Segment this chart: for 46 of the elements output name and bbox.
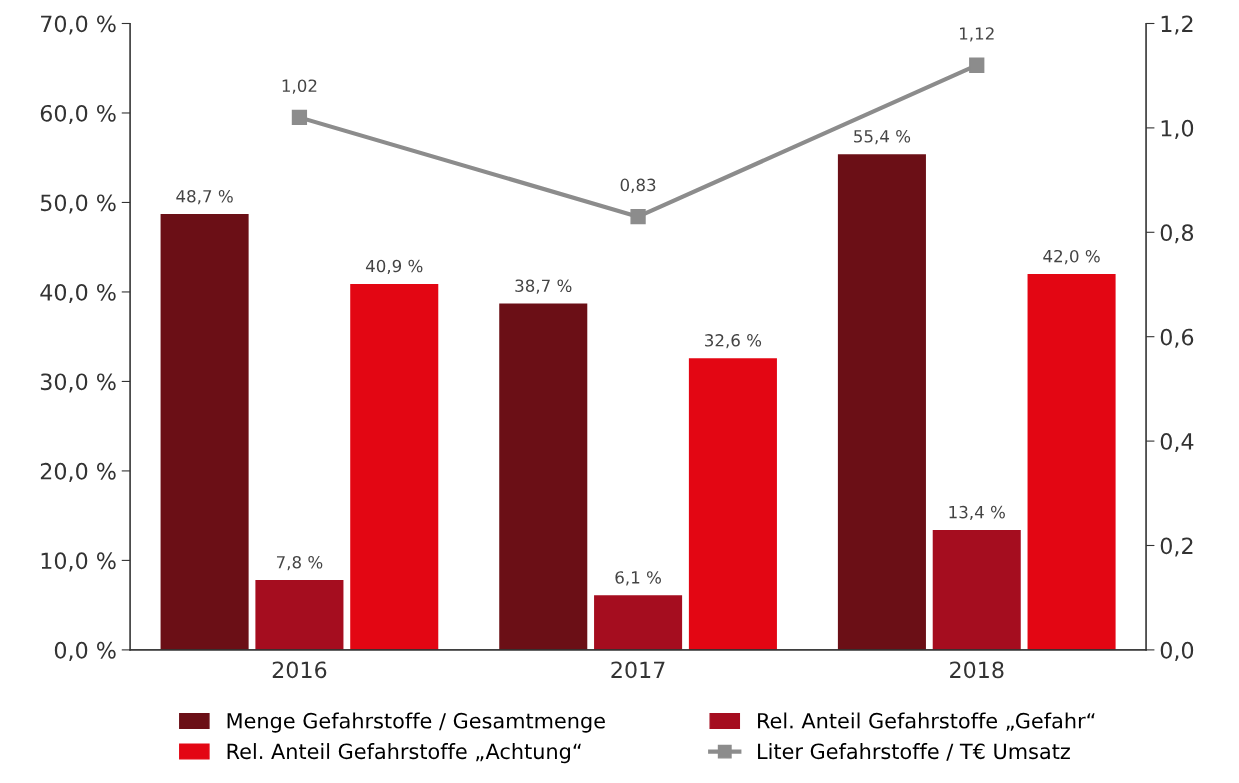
bar bbox=[688, 358, 777, 650]
legend-label: Rel. Anteil Gefahrstoffe „Achtung“ bbox=[227, 743, 581, 764]
y2-tick-label: 1,0 bbox=[1161, 119, 1194, 139]
bar bbox=[499, 303, 588, 650]
point bbox=[969, 57, 985, 73]
bar bbox=[1027, 274, 1116, 650]
y-tick-label: 50,0 % bbox=[40, 194, 116, 214]
bar bbox=[255, 580, 344, 650]
y2-tick-label: 0,4 bbox=[1160, 433, 1194, 453]
y2-tick-label: 0,0 bbox=[1160, 641, 1194, 661]
legend-label: Menge Gefahrstoffe / Gesamtmenge bbox=[227, 712, 605, 733]
bar bbox=[160, 214, 249, 650]
x-tick-label: 2017 bbox=[611, 661, 665, 679]
point bbox=[630, 208, 646, 225]
legend-label: Rel. Anteil Gefahrstoffe „Gefahr“ bbox=[758, 712, 1095, 731]
data-label: 0,83 bbox=[620, 178, 656, 193]
y-tick-label: 30,0 % bbox=[40, 373, 116, 393]
data-label: 6,1 % bbox=[615, 571, 661, 586]
y2-tick-label: 0,8 bbox=[1160, 224, 1194, 244]
point bbox=[291, 109, 308, 126]
data-label: 38,7 % bbox=[515, 279, 572, 294]
data-label: 1,12 bbox=[960, 27, 994, 42]
data-label: 40,9 % bbox=[365, 259, 423, 275]
data-label: 42,0 % bbox=[1043, 249, 1100, 265]
bar bbox=[837, 154, 926, 650]
y2-tick-label: 0,2 bbox=[1160, 537, 1193, 557]
data-label: 13,4 % bbox=[949, 505, 1005, 521]
data-label: 48,7 % bbox=[176, 189, 233, 205]
bar bbox=[594, 595, 683, 650]
y-tick-label: 40,0 % bbox=[40, 283, 116, 303]
legend-label: Liter Gefahrstoffe / T€ Umsatz bbox=[758, 743, 1070, 761]
data-label: 32,6 % bbox=[705, 334, 762, 349]
y2-tick-label: 0,6 bbox=[1160, 328, 1194, 348]
data-label: 7,8 % bbox=[276, 555, 323, 571]
bar bbox=[932, 529, 1021, 650]
y-tick-label: 20,0 % bbox=[40, 462, 116, 482]
data-label: 55,4 % bbox=[854, 129, 911, 145]
y2-tick-label: 1,2 bbox=[1161, 15, 1193, 35]
y-tick-label: 60,0 % bbox=[40, 104, 116, 124]
bar bbox=[350, 283, 439, 650]
y-tick-label: 70,0 % bbox=[41, 15, 116, 35]
x-tick-label: 2016 bbox=[272, 661, 327, 679]
x-tick-label: 2018 bbox=[950, 661, 1004, 679]
y-tick-label: 10,0 % bbox=[41, 552, 116, 572]
data-label: 1,02 bbox=[282, 79, 317, 94]
y-tick-label: 0,0 % bbox=[54, 641, 116, 661]
